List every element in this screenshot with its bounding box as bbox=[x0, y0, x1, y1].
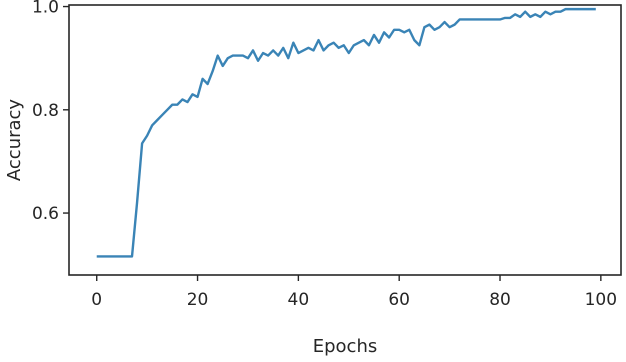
x-tick-label: 100 bbox=[585, 290, 617, 310]
x-tick-label: 40 bbox=[288, 290, 310, 310]
y-tick-label: 0.8 bbox=[32, 101, 59, 121]
ticks-layer: 0 20 40 60 80 100 0.6 0.8 1.0 bbox=[32, 0, 617, 310]
x-tick-label: 0 bbox=[91, 290, 102, 310]
x-tick-label: 80 bbox=[489, 290, 511, 310]
plot-frame bbox=[68, 4, 622, 276]
series-layer bbox=[96, 7, 596, 258]
y-axis-title: Accuracy bbox=[4, 99, 25, 182]
y-tick-label: 0.6 bbox=[32, 204, 59, 224]
x-tick-label: 60 bbox=[388, 290, 410, 310]
x-tick-label: 20 bbox=[187, 290, 209, 310]
y-tick-label: 1.0 bbox=[32, 0, 59, 18]
accuracy-line-series-0 bbox=[96, 7, 596, 258]
x-axis-title: Epochs bbox=[313, 336, 378, 357]
